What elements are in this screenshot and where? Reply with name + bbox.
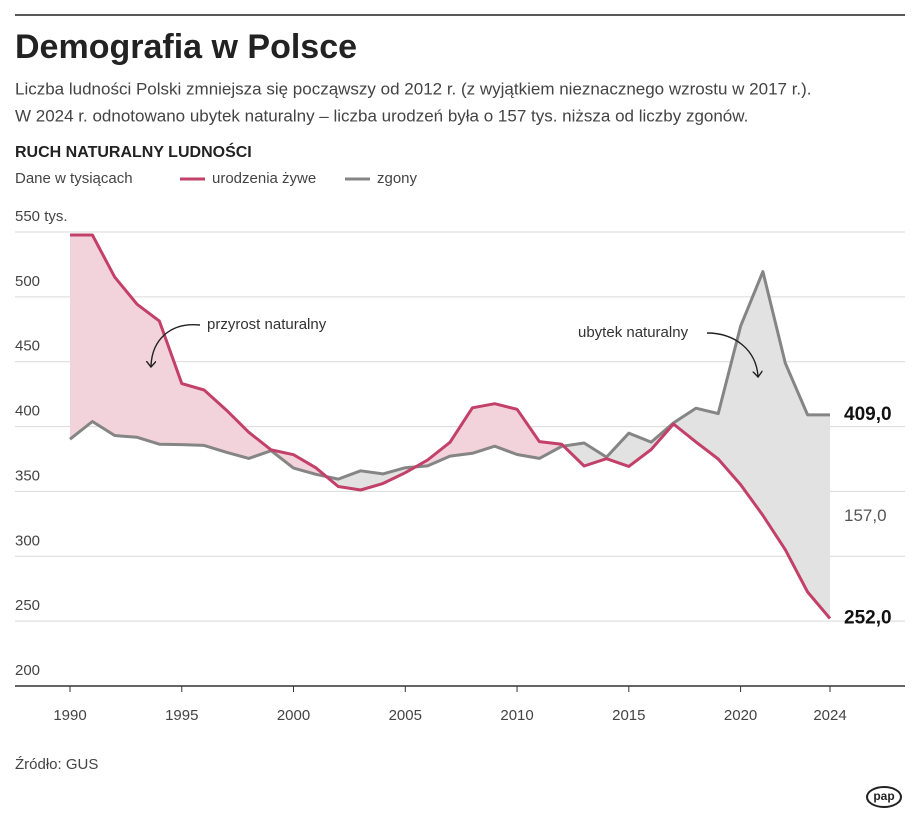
y-tick-label: 450	[15, 338, 40, 355]
x-tick-label: 2015	[612, 707, 645, 724]
source: Źródło: GUS	[15, 756, 98, 773]
logo-ring	[866, 786, 902, 808]
x-tick-label: 2010	[500, 707, 533, 724]
subtitle: Liczba ludności Polski zmniejsza się poc…	[15, 79, 812, 98]
series-line	[70, 233, 832, 620]
x-tick-label: 1990	[53, 707, 86, 724]
annotation: przyrost naturalny	[207, 316, 327, 333]
logo: pap	[873, 789, 894, 803]
x-tick-label: 2000	[277, 707, 310, 724]
subtitle: W 2024 r. odnotowano ubytek naturalny – …	[15, 106, 748, 125]
x-tick-label: 2020	[724, 707, 757, 724]
y-tick-label: 500	[15, 273, 40, 290]
y-tick-label: 250	[15, 597, 40, 614]
annotation-arrow	[706, 332, 758, 376]
x-tick-label: 1995	[165, 707, 198, 724]
x-tick-label: 2005	[389, 707, 422, 724]
plot: 200 250 300 350 400 450 500 550 tys. 1990 1995 200…	[15, 170, 905, 724]
area-fill	[70, 235, 830, 480]
annotation-arrow	[151, 324, 201, 366]
chart-heading: RUCH NATURALNY LUDNOŚCI	[15, 142, 252, 161]
value-label: 252,0	[844, 608, 892, 629]
value-label: 409,0	[844, 404, 892, 425]
x-tick-label: 2024	[813, 707, 846, 724]
y-tick-label: 300	[15, 532, 40, 549]
units-note: Dane w tysiącach	[15, 170, 133, 187]
y-tick-label: 400	[15, 403, 40, 420]
title: Demografia w Polsce	[15, 28, 357, 66]
legend-label: zgony	[377, 170, 418, 187]
y-tick-label: 350	[15, 467, 40, 484]
y-tick-label: 200	[15, 662, 40, 679]
annotation: ubytek naturalny	[578, 324, 689, 341]
gap-label: 157,0	[844, 506, 887, 525]
legend-label: urodzenia żywe	[212, 170, 316, 187]
series-line	[69, 270, 830, 481]
y-tick-label: 550 tys.	[15, 208, 68, 225]
